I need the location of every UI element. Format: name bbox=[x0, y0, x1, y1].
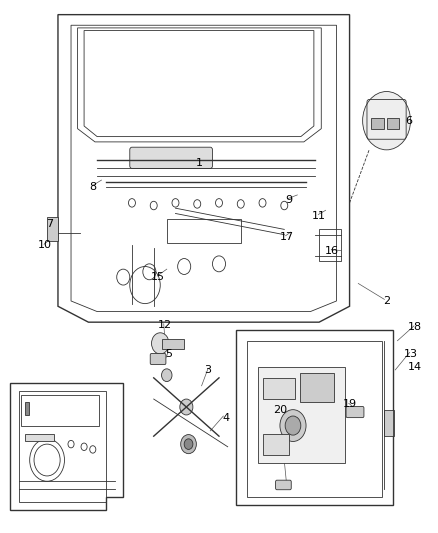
Bar bbox=[371, 118, 384, 128]
Text: 9: 9 bbox=[285, 195, 292, 205]
Bar bbox=[25, 433, 53, 441]
FancyBboxPatch shape bbox=[130, 147, 212, 168]
FancyBboxPatch shape bbox=[276, 480, 291, 490]
Text: 8: 8 bbox=[89, 182, 96, 192]
Text: 3: 3 bbox=[205, 365, 212, 375]
Bar bbox=[262, 378, 295, 399]
Text: 15: 15 bbox=[151, 272, 165, 282]
Text: 1: 1 bbox=[196, 158, 203, 168]
Bar bbox=[21, 395, 99, 425]
Bar bbox=[47, 217, 58, 241]
Circle shape bbox=[162, 369, 172, 382]
Circle shape bbox=[184, 439, 193, 449]
Circle shape bbox=[180, 399, 193, 415]
Text: 6: 6 bbox=[405, 116, 412, 126]
Text: 18: 18 bbox=[408, 322, 422, 333]
Bar bbox=[387, 118, 399, 128]
Bar bbox=[262, 433, 289, 455]
Text: 19: 19 bbox=[343, 399, 357, 409]
Bar bbox=[25, 402, 29, 415]
Text: 2: 2 bbox=[383, 296, 390, 306]
Bar bbox=[258, 367, 345, 463]
Text: 12: 12 bbox=[158, 320, 172, 330]
Text: 7: 7 bbox=[46, 219, 53, 229]
Text: 16: 16 bbox=[325, 246, 339, 256]
Text: 17: 17 bbox=[279, 232, 293, 243]
Text: 11: 11 bbox=[312, 211, 326, 221]
Bar bbox=[384, 410, 394, 436]
Circle shape bbox=[152, 333, 169, 354]
FancyBboxPatch shape bbox=[346, 407, 364, 418]
Circle shape bbox=[181, 434, 196, 454]
Text: 14: 14 bbox=[408, 362, 422, 372]
Text: 20: 20 bbox=[273, 405, 287, 415]
Text: 5: 5 bbox=[166, 349, 173, 359]
Bar bbox=[300, 373, 334, 402]
Text: 13: 13 bbox=[403, 349, 417, 359]
Circle shape bbox=[285, 416, 301, 435]
Bar bbox=[162, 339, 184, 349]
Text: 10: 10 bbox=[38, 240, 52, 251]
FancyBboxPatch shape bbox=[150, 353, 166, 365]
Circle shape bbox=[363, 92, 410, 150]
Circle shape bbox=[280, 410, 306, 441]
Text: 4: 4 bbox=[222, 413, 229, 423]
